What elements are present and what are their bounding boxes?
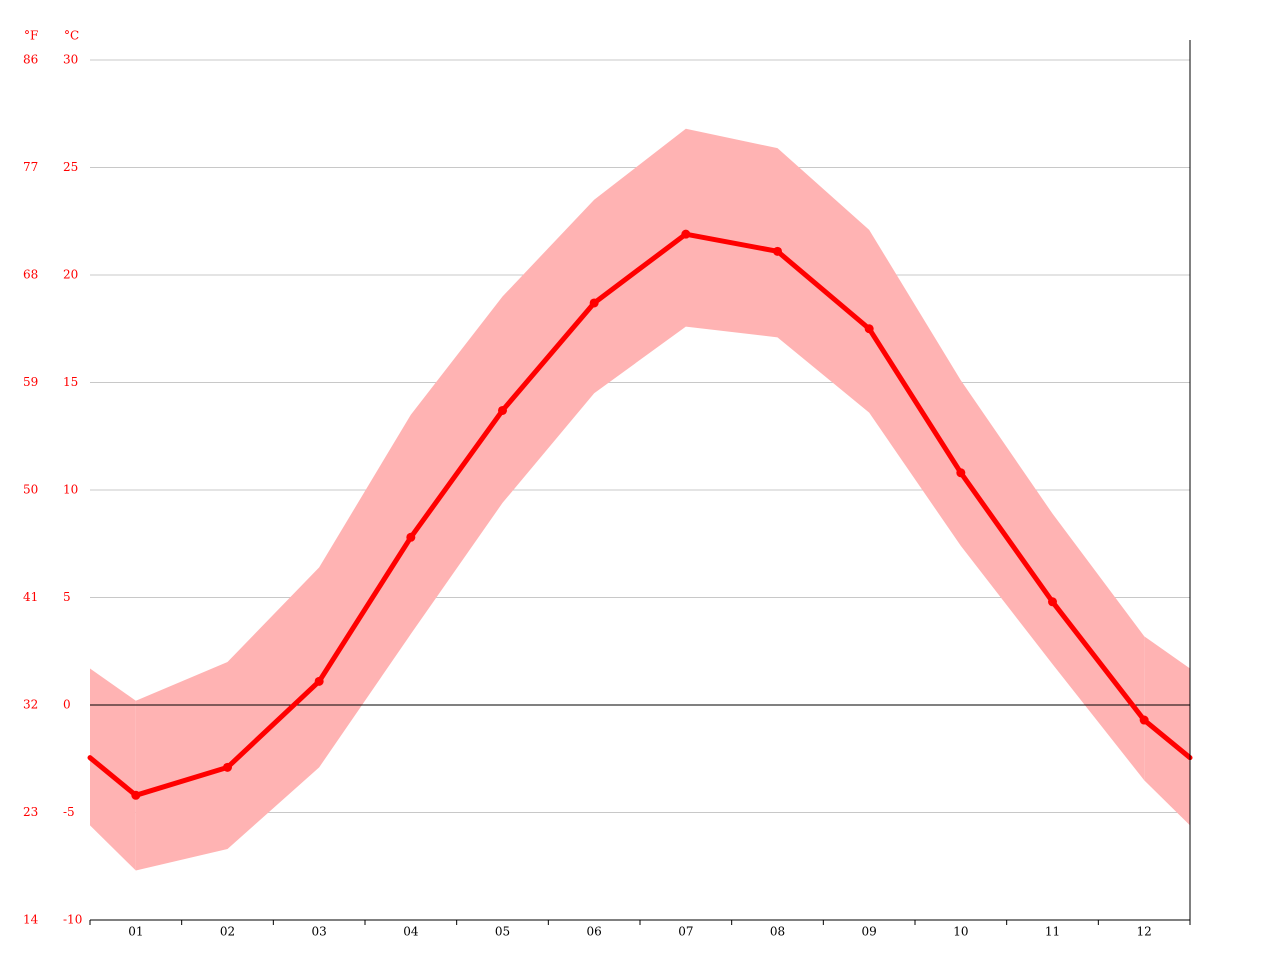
point <box>864 324 874 334</box>
x-tick-label: 04 <box>403 925 419 939</box>
x-tick-label: 01 <box>128 925 143 939</box>
y-tick-label: 15 <box>63 375 78 389</box>
y2-tick-label: 23 <box>23 805 38 819</box>
point <box>681 229 691 239</box>
point <box>589 298 599 308</box>
y-tick-label: -10 <box>63 913 82 927</box>
y-tick-label: 25 <box>63 160 78 174</box>
point <box>406 532 416 542</box>
y2-axis-label: °F <box>24 29 38 43</box>
x-tick-label: 05 <box>495 925 510 939</box>
y2-tick-label: 59 <box>23 375 38 389</box>
line-wrap <box>87 755 139 798</box>
x-tick-label: 12 <box>1137 925 1152 939</box>
range-band-wrap <box>90 668 136 871</box>
point <box>1048 597 1057 607</box>
line <box>135 231 1147 798</box>
x-tick-label: 08 <box>770 925 785 939</box>
y2-tick-label: 41 <box>23 590 38 604</box>
y2-tick-label: 77 <box>23 160 38 174</box>
y2-tick-label: 32 <box>23 698 38 712</box>
point <box>956 468 966 478</box>
y-tick-label: 10 <box>63 483 78 497</box>
point <box>773 246 782 256</box>
y2-tick-label: 68 <box>23 268 38 282</box>
y-tick-label: 30 <box>63 53 78 67</box>
point <box>1139 715 1149 725</box>
x-tick-label: 02 <box>220 925 235 939</box>
x-tick-label: 06 <box>587 925 602 939</box>
point <box>131 790 141 800</box>
y2-tick-label: 50 <box>23 483 38 497</box>
y-tick-label: 20 <box>63 268 78 282</box>
x-tick-label: 03 <box>312 925 327 939</box>
x-tick-label: 11 <box>1045 925 1060 939</box>
x-tick-label: 10 <box>953 925 968 939</box>
y-axis-label: °C <box>64 29 79 43</box>
y2-tick-label: 86 <box>23 53 38 67</box>
range-band-wrap <box>1144 636 1190 826</box>
range-band <box>135 128 1145 871</box>
y-tick-label: -5 <box>63 805 75 819</box>
x-tick-label: 07 <box>678 925 693 939</box>
point <box>314 676 324 686</box>
y-tick-label: 5 <box>63 590 71 604</box>
point <box>223 762 232 772</box>
y-tick-label: 0 <box>63 698 71 712</box>
x-tick-label: 09 <box>862 925 877 939</box>
point <box>498 405 507 415</box>
line-wrap <box>1141 717 1193 761</box>
y2-tick-label: 14 <box>23 913 39 927</box>
